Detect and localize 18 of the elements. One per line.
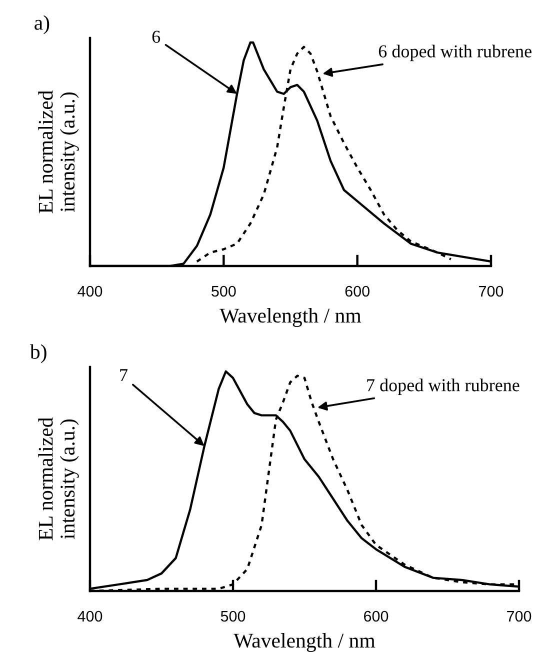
x-tick-label: 500 [212, 286, 236, 297]
chart-title: a) [34, 15, 50, 34]
x-tick-label: 400 [78, 286, 102, 297]
x-tick-label: 500 [220, 610, 246, 622]
annotation: 6 [152, 30, 160, 43]
y-axis-title: EL normalized intensity (a.u.) [38, 417, 79, 540]
x-tick-label: 400 [78, 610, 102, 622]
chart-title: b) [30, 344, 46, 364]
annotation: 7 [120, 369, 128, 381]
x-tick-label: 600 [345, 286, 370, 297]
x-tick-label: 700 [507, 610, 532, 622]
x-axis-title: Wavelength / nm [220, 308, 362, 327]
x-tick-label: 700 [479, 286, 504, 297]
annotation: 7 doped with rubrene [367, 378, 520, 395]
x-tick-label: 600 [364, 610, 388, 622]
y-axis-title: EL normalized intensity (a.u.) [38, 90, 79, 214]
annotation: 6 doped with rubrene [378, 44, 532, 62]
x-axis-title: Wavelength / nm [234, 633, 376, 652]
